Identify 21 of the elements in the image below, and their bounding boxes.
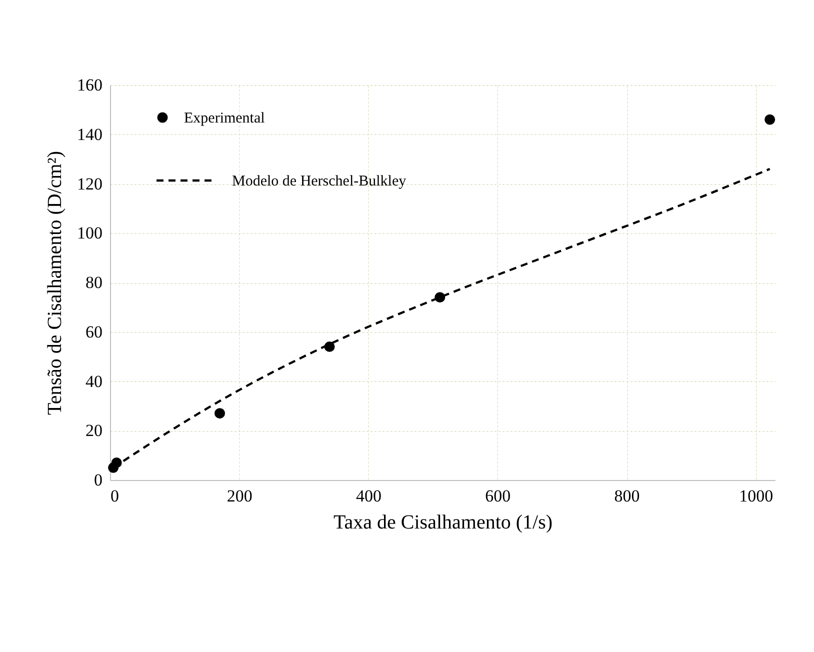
legend-label: Experimental xyxy=(184,110,265,126)
y-tick-label: 40 xyxy=(86,372,102,391)
y-tick-label: 0 xyxy=(94,470,102,490)
y-tick-label: 20 xyxy=(86,421,102,440)
point xyxy=(764,114,776,125)
x-tick-label: 1000 xyxy=(739,486,774,506)
y-tick-label: 120 xyxy=(77,174,102,194)
x-tick-label: 200 xyxy=(226,486,252,506)
y-tick-label: 160 xyxy=(77,76,102,94)
x-axis-title: Taxa de Cisalhamento (1/s) xyxy=(333,512,553,534)
y-tick-label: 140 xyxy=(77,124,102,144)
x-tick-label: 0 xyxy=(110,486,119,506)
x-tick-label: 600 xyxy=(485,486,511,506)
x-tick-label: 800 xyxy=(614,486,640,506)
y-tick-label: 100 xyxy=(77,224,102,243)
y-tick-label: 80 xyxy=(86,273,102,292)
point xyxy=(214,408,225,419)
y-axis-title: Tensão de Cisalhamento (D/cm²) xyxy=(44,151,66,415)
legend-label: Modelo de Herschel-Bulkley xyxy=(232,174,407,190)
y-tick-label: 60 xyxy=(86,322,102,342)
x-tick-label: 400 xyxy=(356,486,382,506)
